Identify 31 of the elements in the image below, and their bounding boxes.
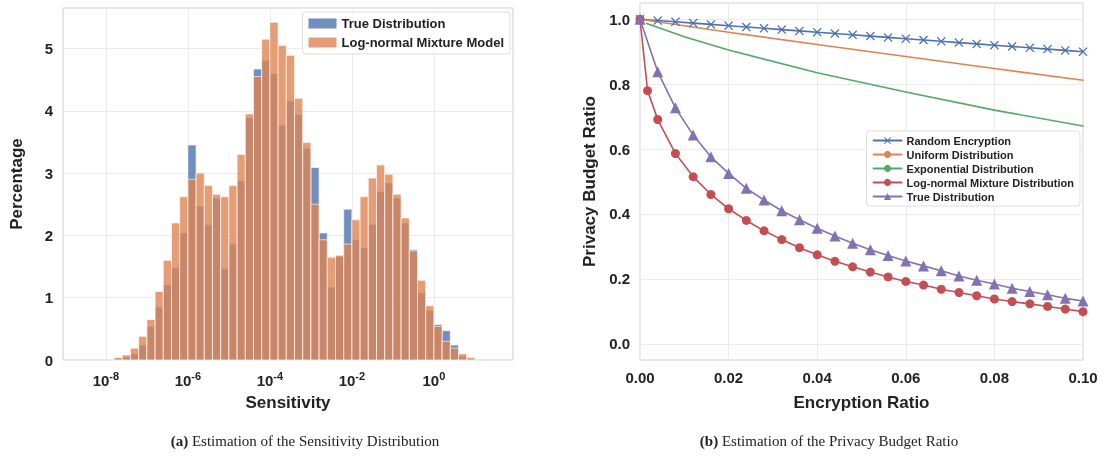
y-tick-label: 4 [44,102,54,120]
y-axis-title: Privacy Budget Ratio [580,96,600,267]
y-tick-label: 0.8 [609,75,630,93]
x-tick-label: 0.02 [714,369,744,386]
y-tick-label: 2 [44,226,53,244]
y-tick-label: 3 [44,164,53,182]
x-axis-title: Sensitivity [245,393,332,412]
y-tick-label: 0 [44,351,53,369]
x-tick-label: 0.10 [1068,369,1098,386]
text: (b) Estimation of the Privacy Budget Ratio [699,432,959,450]
y-tick-label: 0.0 [609,335,630,353]
legend-label: Exponential Distribution [906,162,1034,175]
y-tick-label: 1.0 [609,10,630,28]
y-tick-label: 1 [44,289,53,307]
y-tick-label: 0.4 [609,205,631,223]
x-tick-label: 0.06 [891,369,921,386]
legend-label: Uniform Distribution [906,148,1014,161]
legend-label: Log-normal Mixture Distribution [906,176,1075,189]
x-tick-label: 0.04 [802,369,833,386]
y-tick-label: 0.6 [609,140,630,158]
legend-label: True Distribution [341,16,446,31]
y-axis-title: Percentage [7,138,26,230]
text: (a) Estimation of the Sensitivity Distribution [170,432,440,450]
y-tick-label: 0.2 [609,270,630,288]
legend-label: Log-normal Mixture Model [341,35,504,50]
x-tick-label: 0.08 [979,369,1009,386]
legend-label: True Distribution [906,190,995,203]
x-tick-label: 0.00 [625,369,655,386]
x-axis-title: Encryption Ratio [793,393,930,412]
y-tick-label: 5 [44,40,53,57]
legend-label: Random Encryption [906,134,1012,147]
